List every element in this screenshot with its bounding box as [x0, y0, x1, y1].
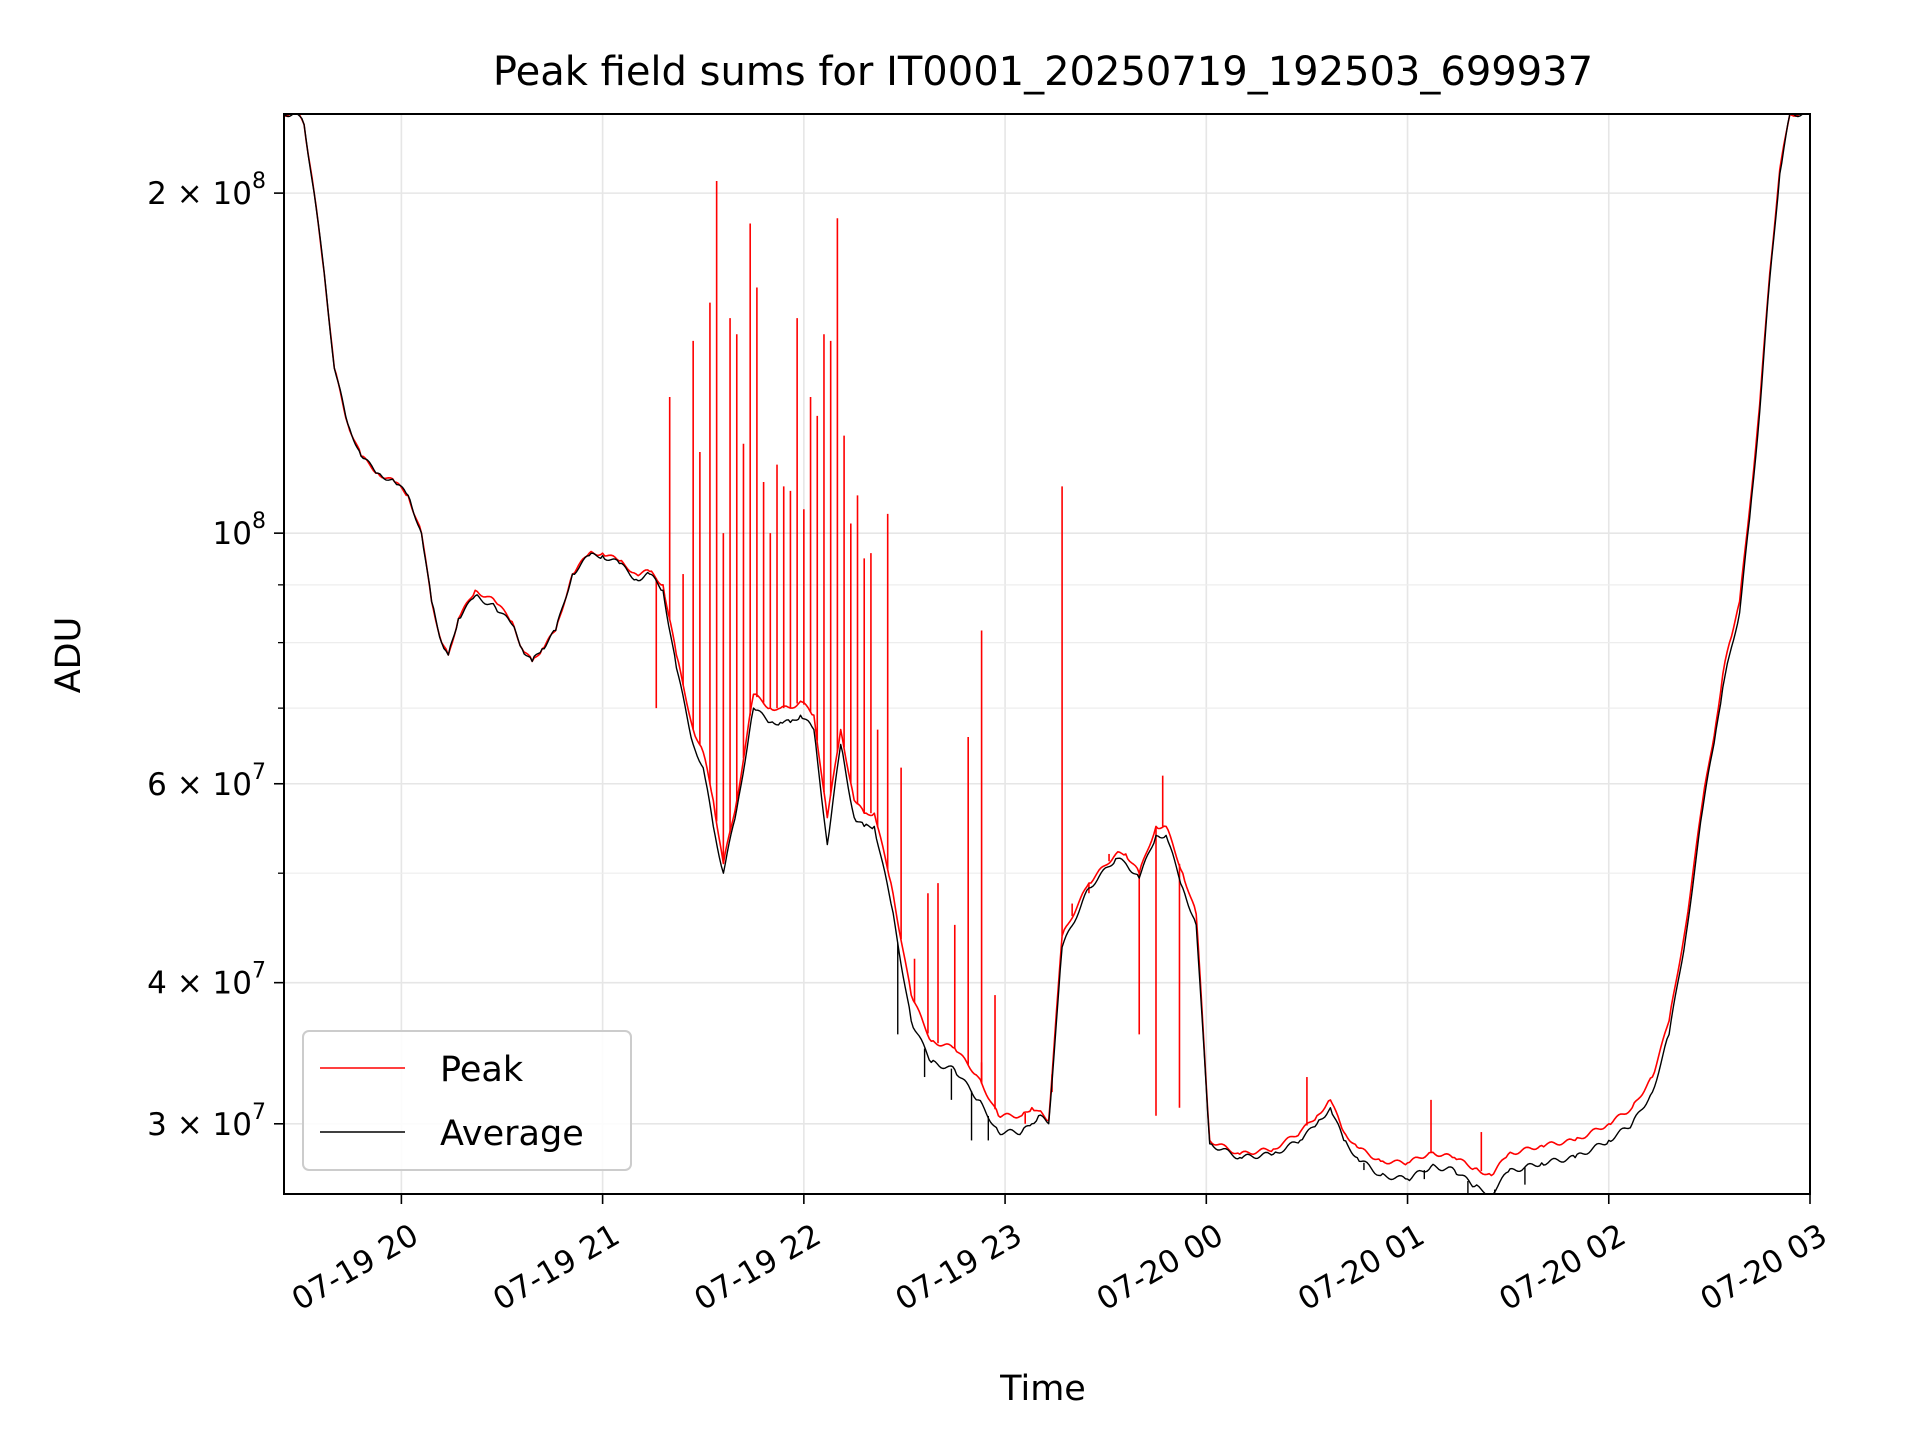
y-tick-exponent: 8: [252, 509, 266, 534]
y-tick-exponent: 7: [252, 760, 266, 785]
y-tick-exponent: 7: [252, 959, 266, 984]
chart-title: Peak field sums for IT0001_20250719_1925…: [493, 49, 1593, 95]
series-layer: [284, 114, 1810, 1194]
legend-box: [302, 1030, 632, 1171]
plot-frame: [283, 113, 1811, 1195]
y-tick-mantissa: 6 × 10: [147, 767, 252, 803]
legend-average-label: Average: [440, 1114, 584, 1154]
y-tick-label: 108: [213, 509, 266, 552]
legend-peak-label: Peak: [440, 1050, 524, 1090]
y-tick-mantissa: 10: [213, 516, 252, 552]
y-tick-mantissa: 3 × 10: [147, 1107, 252, 1143]
series-average: [284, 114, 1810, 1194]
y-tick-label: 3 × 107: [147, 1100, 266, 1143]
y-tick-label: 4 × 107: [147, 959, 266, 1002]
y-tick-mantissa: 4 × 10: [147, 966, 252, 1002]
peak-line: [284, 114, 1810, 1177]
y-tick-exponent: 8: [252, 169, 266, 194]
y-tick-label: 2 × 108: [147, 169, 266, 212]
legend: Peak Average: [302, 1030, 632, 1171]
grid: [284, 114, 1811, 1194]
series-peak: [284, 114, 1810, 1177]
average-line: [284, 114, 1810, 1194]
y-tick-label: 6 × 107: [147, 760, 266, 803]
y-tick-mantissa: 2 × 10: [147, 176, 252, 212]
y-axis-label: ADU: [49, 617, 89, 694]
y-tick-exponent: 7: [252, 1100, 266, 1125]
x-axis-label: Time: [999, 1369, 1086, 1409]
